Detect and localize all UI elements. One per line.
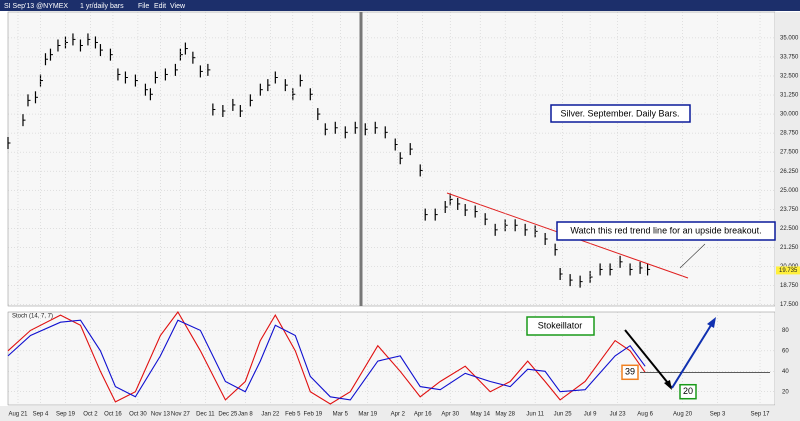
title-box xyxy=(550,104,691,123)
price-panel xyxy=(7,11,776,307)
x-tick-label: Oct 2 xyxy=(83,412,98,418)
y-tick-label: 30.000 xyxy=(780,112,799,118)
price-marker xyxy=(776,266,800,275)
x-tick-label: Sep 4 xyxy=(33,412,49,418)
x-tick-label: Jul 23 xyxy=(610,412,627,418)
x-tick-label: Jun 25 xyxy=(554,412,573,418)
marker-label: 39 xyxy=(625,367,635,377)
menu[interactable]: Edit xyxy=(154,3,166,10)
arrow-head xyxy=(707,317,716,328)
up-arrow xyxy=(671,321,714,389)
y-tick-label: 27.500 xyxy=(780,150,799,156)
x-tick-label: Jan 8 xyxy=(238,412,253,418)
y-tick-label: 18.750 xyxy=(780,283,799,289)
x-tick-label: Feb 5 xyxy=(285,412,301,418)
x-tick-label: Feb 19 xyxy=(303,412,322,418)
x-tick-label: Mar 5 xyxy=(333,412,349,418)
x-tick-label: Sep 3 xyxy=(710,412,726,418)
x-tick-label: Dec 25 xyxy=(218,412,238,418)
y-tick-label: 28.750 xyxy=(780,131,799,137)
x-tick-label: Jun 11 xyxy=(526,412,544,418)
marker-label: 20 xyxy=(683,386,693,396)
x-tick-label: Jan 22 xyxy=(261,412,280,418)
period[interactable]: 1 yr/daily bars xyxy=(80,3,124,10)
x-tick-label: Sep 17 xyxy=(750,412,770,418)
y-tick-label: 22.500 xyxy=(780,226,799,232)
stoch-label: Stoch (14, 7, 7) xyxy=(12,314,53,320)
stoch-annotation-box xyxy=(526,316,595,336)
y-tick-label: 31.250 xyxy=(780,93,799,99)
y-tick-label: 80 xyxy=(782,328,789,334)
x-tick-label: Nov 13 xyxy=(151,412,171,418)
annotation: Watch this red trend line for an upside … xyxy=(570,225,761,235)
y-tick-label: 25.000 xyxy=(780,188,799,194)
x-tick-label: Dec 11 xyxy=(196,412,215,418)
menu[interactable]: File xyxy=(138,3,149,10)
marker-box xyxy=(679,383,697,400)
x-tick-label: May 14 xyxy=(470,412,490,418)
chart-title: Silver. September. Daily Bars. xyxy=(560,108,679,118)
date-axis-strip xyxy=(0,406,800,421)
stoch-line xyxy=(7,319,646,401)
y-tick-label: 21.250 xyxy=(780,245,799,251)
y-tick-label: 20 xyxy=(782,389,789,395)
axis-column xyxy=(775,12,800,421)
price-label: 19.735 xyxy=(779,268,798,274)
arrow-head xyxy=(664,380,672,390)
pointer-arrow xyxy=(679,243,706,269)
x-tick-label: Apr 2 xyxy=(391,412,406,418)
symbol[interactable]: SI Sep'13 @NYMEX xyxy=(4,3,68,10)
annotation-box xyxy=(556,221,776,241)
x-tick-label: Aug 21 xyxy=(8,412,28,418)
y-tick-label: 33.750 xyxy=(780,55,799,61)
y-tick-label: 35.000 xyxy=(780,35,799,41)
y-tick-label: 32.500 xyxy=(780,74,799,80)
down-arrow xyxy=(624,329,673,389)
x-tick-label: Aug 20 xyxy=(673,412,693,418)
stoch-line xyxy=(7,311,646,405)
stoch-annotation: Stokeillator xyxy=(538,320,583,330)
x-tick-label: May 28 xyxy=(495,412,515,418)
y-tick-label: 40 xyxy=(782,369,789,375)
y-tick-label: 26.250 xyxy=(780,169,799,175)
toolbar xyxy=(0,0,800,11)
y-tick-label: 17.500 xyxy=(780,302,799,308)
x-tick-label: Sep 19 xyxy=(56,412,76,418)
x-tick-label: Apr 16 xyxy=(414,412,432,418)
y-tick-label: 60 xyxy=(782,348,789,354)
menu[interactable]: View xyxy=(170,3,186,10)
x-tick-label: Jul 9 xyxy=(584,412,597,418)
x-tick-label: Oct 30 xyxy=(129,412,147,418)
x-tick-label: Mar 19 xyxy=(358,412,377,418)
x-tick-label: Apr 30 xyxy=(441,412,459,418)
marker-box xyxy=(621,364,639,381)
x-tick-label: Aug 6 xyxy=(637,412,653,418)
x-tick-label: Nov 27 xyxy=(171,412,191,418)
x-tick-label: Oct 16 xyxy=(104,412,122,418)
y-tick-label: 23.750 xyxy=(780,207,799,213)
